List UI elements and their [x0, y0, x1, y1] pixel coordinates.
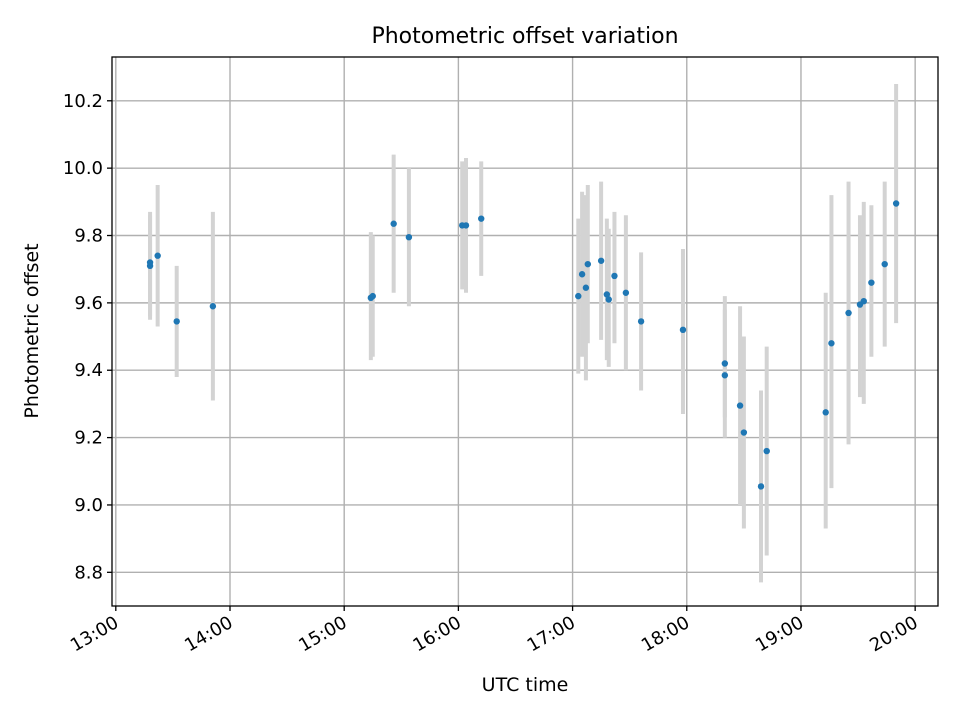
data-point [146, 259, 154, 266]
grid-layer [112, 57, 938, 606]
y-tick-label: 10.2 [63, 91, 103, 112]
chart-title: Photometric offset variation [371, 24, 678, 49]
data-point [740, 429, 748, 436]
data-point [154, 252, 161, 259]
data-point [582, 284, 590, 291]
data-point [584, 260, 592, 268]
y-tick-label: 10.0 [63, 158, 103, 179]
data-point [892, 200, 900, 207]
y-tick-label: 9.0 [74, 495, 103, 516]
y-tick-label: 9.8 [74, 226, 103, 247]
data-point [757, 483, 765, 490]
data-point [605, 296, 612, 303]
data-point [369, 292, 376, 300]
data-point [679, 326, 687, 334]
data-points [146, 200, 900, 490]
data-point [597, 257, 605, 264]
data-point [721, 372, 729, 379]
y-tick-label: 8.8 [74, 562, 103, 583]
data-point [822, 409, 829, 416]
data-point [575, 292, 582, 300]
y-tick-label: 9.6 [74, 293, 103, 314]
data-point [860, 297, 867, 305]
data-point [173, 318, 180, 325]
data-point [828, 340, 835, 347]
x-axis-label: UTC time [482, 674, 569, 696]
data-point [637, 318, 645, 325]
y-tick-label: 9.2 [74, 428, 103, 449]
data-point [578, 271, 586, 278]
data-point [721, 360, 729, 367]
data-point [603, 291, 611, 298]
data-point [622, 289, 630, 296]
data-point [611, 272, 618, 280]
data-point [209, 303, 217, 310]
data-point [390, 220, 397, 227]
data-point [845, 309, 852, 317]
data-point [462, 222, 470, 229]
data-point [405, 233, 413, 241]
y-axis-label: Photometric offset [21, 243, 43, 418]
data-point [763, 447, 770, 455]
plot-frame [111, 56, 939, 607]
data-point [868, 279, 875, 286]
y-tick-label: 9.4 [74, 360, 103, 381]
data-point [478, 215, 485, 222]
y-axis: 8.8 9.0 9.2 9.4 9.6 9.8 10.0 10.2 [63, 91, 112, 583]
data-point [736, 402, 744, 409]
data-point [881, 260, 888, 268]
